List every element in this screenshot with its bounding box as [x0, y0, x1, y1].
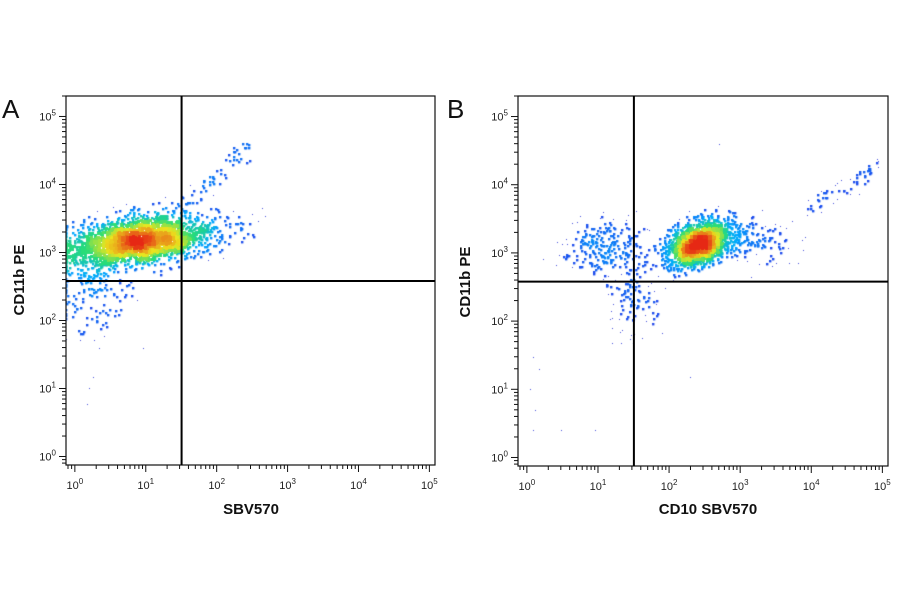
x-tick-label: 102 [208, 477, 225, 492]
x-tick-label: 102 [661, 478, 678, 493]
panel-a-x-axis-title: SBV570 [223, 501, 279, 518]
x-tick-label: 100 [519, 478, 536, 493]
x-tick-label: 103 [732, 478, 749, 493]
panel-a-y-axis-title: CD11b PE [11, 245, 28, 316]
y-tick-label: 104 [39, 176, 56, 191]
panel-b-letter: B [447, 94, 464, 124]
panel-a-x-ticks: 100 101 102 103 104 105 [67, 465, 438, 492]
x-tick-label: 104 [350, 477, 367, 492]
x-tick-label: 100 [67, 477, 84, 492]
y-tick-label: 104 [491, 177, 508, 192]
y-tick-label: 100 [39, 449, 56, 464]
y-tick-label: 105 [39, 108, 56, 123]
y-tick-label: 103 [39, 244, 56, 259]
x-tick-label: 105 [874, 478, 891, 493]
y-tick-label: 102 [39, 312, 56, 327]
panel-b-y-axis-title: CD11b PE [457, 247, 474, 318]
x-tick-label: 105 [421, 477, 438, 492]
panel-b-x-ticks: 100 101 102 103 104 105 [519, 466, 891, 493]
x-tick-label: 101 [590, 478, 607, 493]
x-tick-label: 103 [279, 477, 296, 492]
panel-a-y-ticks: 100 101 102 103 104 105 [39, 95, 66, 464]
y-tick-label: 101 [39, 380, 56, 395]
y-tick-label: 103 [491, 245, 508, 260]
panel-b-x-axis-title: CD10 SBV570 [659, 501, 757, 518]
y-tick-label: 105 [491, 109, 508, 124]
y-tick-label: 102 [491, 313, 508, 328]
y-tick-label: 101 [491, 381, 508, 396]
x-tick-label: 101 [137, 477, 154, 492]
x-tick-label: 104 [803, 478, 820, 493]
panel-b-y-ticks: 100 101 102 103 104 105 [491, 95, 518, 465]
y-tick-label: 100 [491, 449, 508, 464]
panel-a-letter: A [2, 94, 20, 124]
